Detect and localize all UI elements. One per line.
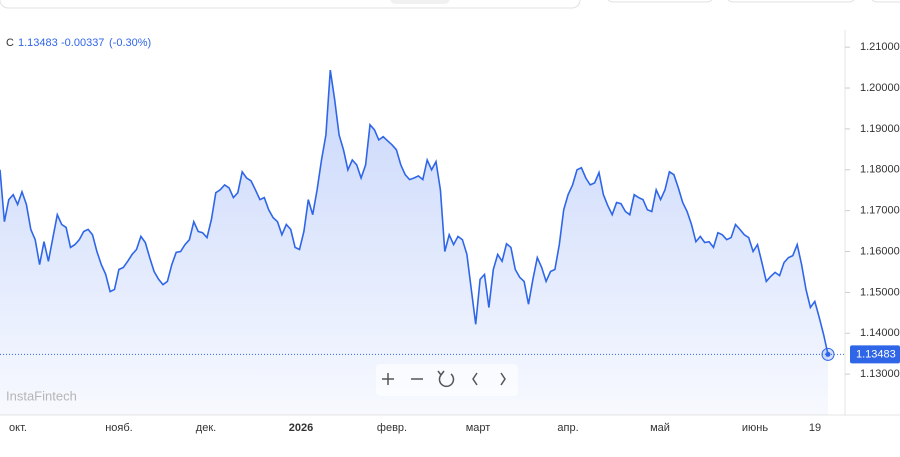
header-prefix: C (6, 37, 14, 49)
y-tick-label: 1.14000 (860, 327, 900, 339)
header-change-pct: (-0.30%) (109, 37, 151, 49)
zoom-panel (376, 364, 518, 396)
zoom-controls (376, 364, 518, 396)
x-tick-label: нояб. (105, 422, 133, 434)
toolbar-search[interactable] (0, 0, 581, 9)
last-point (825, 351, 831, 357)
last-price-label: 1.13483 (856, 348, 896, 360)
zoom-in[interactable] (382, 373, 394, 385)
x-tick-label: дек. (196, 422, 216, 434)
x-tick-label: март (466, 422, 491, 434)
y-tick-label: 1.19000 (860, 123, 900, 135)
y-tick-label: 1.16000 (860, 245, 900, 257)
y-tick-label: 1.17000 (860, 205, 900, 217)
scroll-right[interactable] (500, 372, 506, 386)
y-tick-label: 1.13000 (860, 368, 900, 380)
x-tick-label: июнь (742, 422, 768, 434)
last-price-tag (850, 345, 900, 364)
x-tick-label: 19 (809, 422, 821, 434)
y-tick-label: 1.20000 (860, 82, 900, 94)
x-tick-label: май (650, 422, 670, 434)
toolbar-button[interactable] (870, 0, 900, 3)
toolbar-button[interactable] (726, 0, 856, 3)
area-fill (0, 70, 828, 415)
plot (0, 69, 845, 415)
x-tick-label: окт. (9, 422, 27, 434)
header-close: 1.13483 (18, 37, 58, 49)
price-line (0, 69, 829, 355)
header-change: -0.00337 (61, 37, 104, 49)
x-tick-label: 2026 (289, 422, 313, 434)
toolbar-button[interactable] (390, 0, 450, 4)
y-tick-label: 1.18000 (860, 164, 900, 176)
watermark: InstaFintech (6, 388, 77, 403)
reset[interactable] (437, 370, 455, 388)
toolbar-button[interactable] (606, 0, 714, 3)
y-tick-label: 1.15000 (860, 286, 900, 298)
x-tick-label: апр. (557, 422, 578, 434)
x-tick-label: февр. (377, 422, 407, 434)
scroll-left[interactable] (472, 372, 478, 386)
y-tick-label: 1.21000 (860, 41, 900, 53)
